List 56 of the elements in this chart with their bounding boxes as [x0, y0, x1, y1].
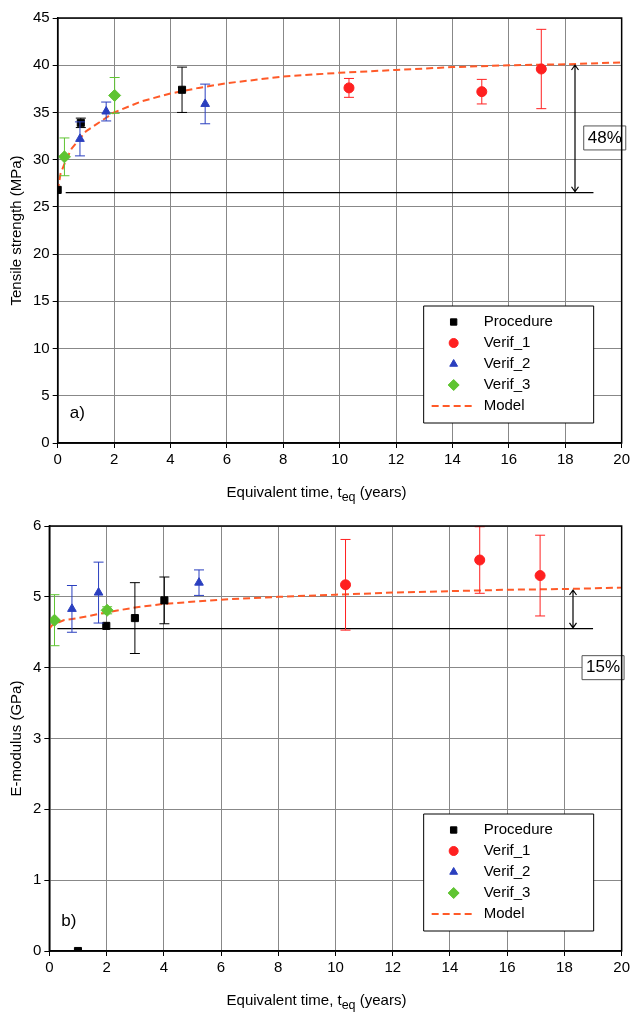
y-tick-label: 6 [33, 516, 42, 534]
y-tick-label: 4 [33, 657, 42, 675]
x-tick-label: 14 [441, 958, 459, 976]
x-tick-label: 2 [109, 450, 119, 468]
x-tick-label: 14 [444, 450, 461, 468]
annotation: a) [69, 402, 85, 422]
annotation: 15% [586, 657, 621, 677]
legend-label: Model [483, 396, 525, 414]
y-tick-label: 45 [33, 8, 50, 26]
x-tick-label: 12 [387, 450, 405, 468]
y-axis-title: E-modulus (GPa) [7, 680, 25, 797]
y-axis-title: Tensile strength (MPa) [7, 155, 25, 306]
y-tick-label: 20 [33, 244, 50, 262]
y-tick-label: 2 [33, 799, 42, 817]
legend-label: Model [483, 904, 525, 922]
y-tick-label: 35 [33, 102, 50, 120]
annotation: 48% [587, 127, 622, 147]
y-tick-label: 25 [33, 197, 50, 215]
y-tick-label: 1 [33, 870, 42, 888]
x-tick-label: 4 [159, 958, 168, 976]
x-axis-title: Equivalent time, t$_{eq}$ (years) [225, 483, 408, 504]
legend-label: Procedure [483, 312, 553, 330]
x-tick-label: 8 [274, 958, 283, 976]
x-tick-label: 16 [500, 450, 518, 468]
legend-label: Verif_2 [483, 862, 531, 880]
x-tick-label: 20 [613, 958, 630, 976]
y-tick-label: 15 [33, 291, 50, 309]
x-tick-label: 0 [53, 450, 62, 468]
y-tick-label: 30 [33, 149, 50, 167]
legend-label: Verif_1 [483, 333, 531, 351]
x-tick-label: 20 [613, 450, 630, 468]
y-tick-label: 5 [41, 385, 50, 403]
legend-label: Verif_2 [483, 354, 531, 372]
legend-label: Verif_3 [483, 883, 531, 901]
y-tick-label: 0 [41, 433, 50, 451]
y-tick-label: 5 [33, 586, 42, 604]
legend-label: Verif_1 [483, 841, 531, 859]
x-tick-label: 10 [327, 958, 344, 976]
annotation: b) [61, 910, 77, 930]
x-tick-label: 16 [498, 958, 516, 976]
y-tick-label: 40 [33, 55, 50, 73]
x-tick-label: 12 [384, 958, 402, 976]
legend-label: Procedure [483, 820, 553, 838]
x-axis-title: Equivalent time, t$_{eq}$ (years) [225, 991, 408, 1012]
x-tick-label: 8 [279, 450, 288, 468]
x-tick-label: 6 [222, 450, 232, 468]
x-tick-label: 4 [166, 450, 175, 468]
y-tick-label: 3 [33, 728, 42, 746]
x-tick-label: 2 [102, 958, 111, 976]
y-tick-label: 10 [33, 338, 50, 356]
legend-label: Verif_3 [483, 375, 531, 393]
x-tick-label: 10 [331, 450, 349, 468]
x-tick-label: 18 [556, 450, 574, 468]
x-tick-label: 18 [556, 958, 573, 976]
x-tick-label: 6 [216, 958, 226, 976]
y-tick-label: 0 [33, 941, 42, 959]
